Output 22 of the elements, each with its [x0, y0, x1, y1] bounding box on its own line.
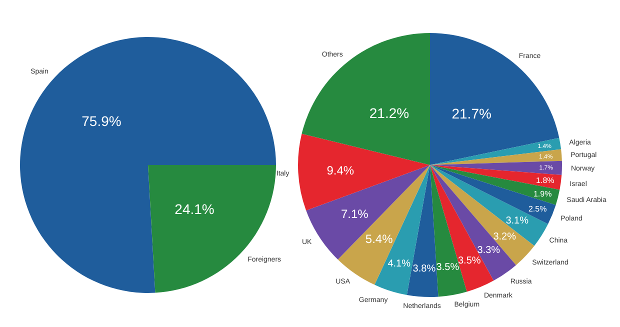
data-label: 2.5% — [528, 204, 547, 214]
data-label: 1.9% — [533, 189, 552, 198]
data-label: 75.9% — [82, 112, 122, 129]
data-label: 3.5% — [458, 256, 481, 267]
data-label: 3.3% — [477, 245, 500, 256]
data-label: 4.1% — [388, 258, 411, 270]
data-label: 9.4% — [326, 163, 354, 178]
data-label: 3.5% — [436, 262, 460, 273]
pie-slice — [302, 33, 430, 165]
data-label: 3.1% — [506, 215, 529, 226]
pie-slice — [298, 134, 430, 210]
data-label: 1.8% — [536, 176, 554, 186]
data-label: 3.2% — [493, 231, 516, 242]
data-label: 3.8% — [412, 263, 436, 274]
data-label: 21.7% — [452, 106, 492, 122]
data-label: 7.1% — [340, 207, 369, 222]
pie-slice — [430, 138, 562, 165]
data-label: 24.1% — [174, 200, 214, 217]
pie-slice — [430, 165, 562, 190]
data-label: 21.2% — [369, 105, 410, 122]
pie-slice — [430, 165, 560, 205]
data-label: 5.4% — [365, 232, 394, 246]
